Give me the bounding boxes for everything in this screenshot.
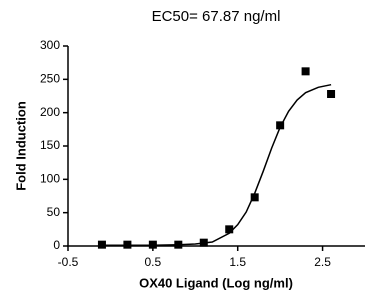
data-point [301,67,310,76]
y-tick-label: 0 [53,238,60,252]
y-tick-label: 150 [40,138,60,152]
x-tick-label: -0.5 [58,255,79,269]
x-tick-label: 0.5 [145,255,162,269]
y-tick-label: 100 [40,172,60,186]
y-axis-title: Fold Induction [13,101,28,191]
x-tick-label: 2.5 [314,255,331,269]
chart-title: EC50= 67.87 ng/ml [152,8,281,25]
y-tick-label: 250 [40,72,60,86]
data-point [327,90,336,98]
y-tick-label: 300 [40,38,60,52]
y-tick-label: 200 [40,105,60,119]
y-tick-label: 50 [47,205,61,219]
x-axis-title: OX40 Ligand (Log ng/ml) [139,275,293,290]
fit-curve [101,83,332,247]
x-tick-label: 1.5 [229,255,246,269]
data-point [250,193,259,202]
data-point [276,121,285,130]
data-point [225,225,234,234]
